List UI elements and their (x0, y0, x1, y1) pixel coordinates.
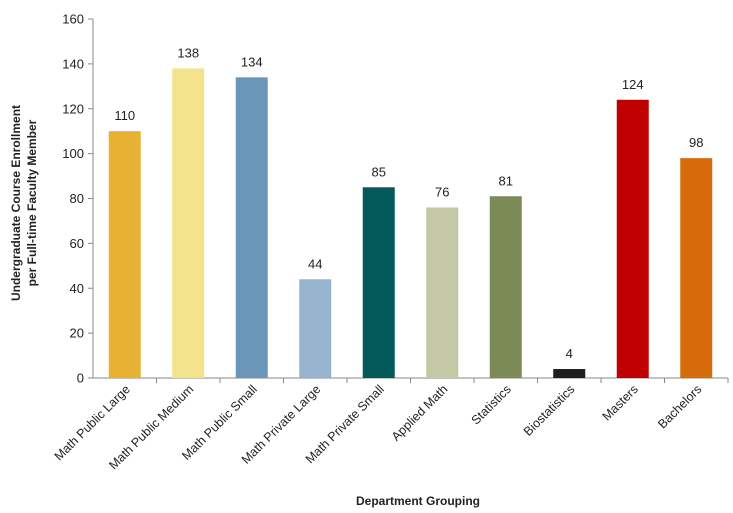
bar (553, 369, 586, 378)
x-tick-label: Applied Math (389, 382, 451, 444)
bar (108, 131, 141, 378)
x-axis-title: Department Grouping (356, 494, 480, 508)
bar (616, 99, 649, 379)
y-tick-label: 60 (70, 236, 84, 251)
y-tick-label: 160 (62, 12, 84, 27)
bar (172, 68, 205, 379)
data-label: 81 (499, 173, 513, 188)
y-tick-label: 140 (62, 56, 84, 71)
x-tick-label: Bachelors (655, 382, 704, 431)
data-label: 44 (308, 256, 322, 271)
bar (426, 207, 459, 378)
y-tick-label: 20 (70, 326, 84, 341)
x-tick-label: Statistics (469, 382, 514, 427)
y-tick-label: 40 (70, 281, 84, 296)
data-label: 134 (241, 54, 263, 69)
y-axis-title-line-2: per Full-time Faculty Member (25, 119, 39, 286)
y-tick-label: 100 (62, 146, 84, 161)
data-label: 110 (114, 108, 135, 123)
bar (680, 158, 713, 378)
bar (235, 77, 268, 379)
x-tick-label: Biostatistics (521, 382, 578, 439)
y-axis-title-line-1: Undergraduate Course Enrollment (9, 105, 23, 301)
bar (489, 196, 522, 378)
y-tick-label: 0 (77, 371, 84, 386)
data-label: 85 (372, 164, 386, 179)
data-label: 98 (689, 135, 703, 150)
data-label: 4 (566, 346, 573, 361)
data-label: 138 (177, 45, 199, 60)
x-tick-label: Masters (600, 382, 641, 423)
data-label: 124 (622, 77, 644, 92)
bar (362, 187, 395, 378)
y-tick-label: 120 (62, 101, 84, 116)
y-tick-label: 80 (70, 191, 84, 206)
bar (299, 279, 332, 378)
data-label: 76 (435, 184, 449, 199)
